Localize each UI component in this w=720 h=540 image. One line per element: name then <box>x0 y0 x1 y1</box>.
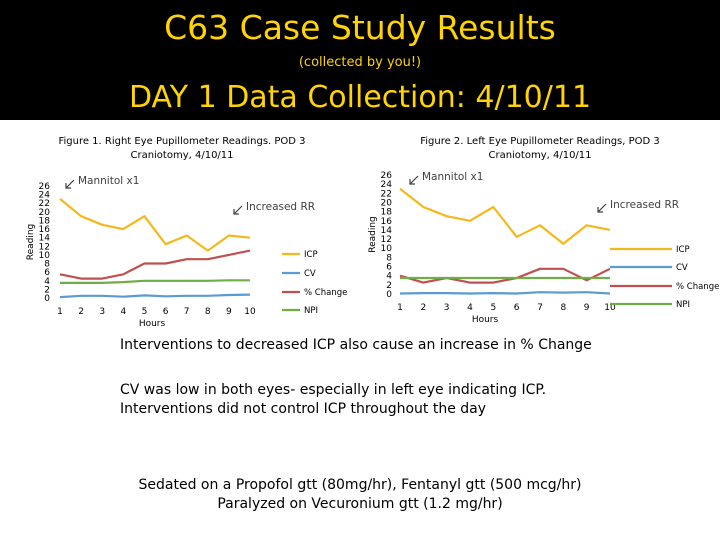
chart-2-xtick-1: 1 <box>397 303 403 313</box>
chart-2-xtick-7: 7 <box>537 303 543 313</box>
day-heading: DAY 1 Data Collection: 4/10/11 <box>128 80 592 115</box>
chart-2-ytick-2: 2 <box>386 281 392 291</box>
chart-2-ytick-22: 22 <box>381 189 392 199</box>
chart-1-xtick-7: 7 <box>184 307 190 317</box>
chart-1-ytick-8: 8 <box>44 260 50 270</box>
chart-2-xtick-4: 4 <box>467 303 473 313</box>
chart-1-annotation-2: Increased RR <box>246 201 315 213</box>
chart-1-ytick-4: 4 <box>44 277 50 287</box>
chart-1-xtick-9: 9 <box>226 307 232 317</box>
chart-2-title-line-2: Craniotomy, 4/10/11 <box>488 150 591 161</box>
chart-1-legend-cv: CV <box>304 269 316 279</box>
title-banner: C63 Case Study Results (collected by you… <box>0 0 720 120</box>
chart-1-annotation-arrow-1 <box>65 179 75 189</box>
chart-1-ytick-10: 10 <box>39 251 51 261</box>
paralysis-note: Paralyzed on Vecuronium gtt (1.2 mg/hr) <box>217 496 503 512</box>
chart-1-ytick-24: 24 <box>39 191 51 201</box>
chart-1-series-npi <box>60 279 250 284</box>
chart-2-annotation-arrow-2 <box>597 203 607 213</box>
chart-2-annotation-arrow-1 <box>409 175 419 185</box>
chart-2-xtick-8: 8 <box>560 303 566 313</box>
chart-1-xtick-10: 10 <box>244 307 256 317</box>
chart-1-ytick-16: 16 <box>39 225 51 235</box>
chart-1-ytick-18: 18 <box>39 216 51 226</box>
chart-2-ytick-4: 4 <box>386 272 392 282</box>
chart-1-ytick-20: 20 <box>39 208 51 218</box>
chart-2-xtick-5: 5 <box>490 303 496 313</box>
chart-1-ytick-6: 6 <box>44 268 50 278</box>
chart-1-xtick-4: 4 <box>120 307 126 317</box>
chart-2-xtick-3: 3 <box>444 303 450 313</box>
chart-1-xtick-5: 5 <box>142 307 148 317</box>
chart-2-ytick-16: 16 <box>381 217 393 227</box>
chart-2-ytick-26: 26 <box>381 171 393 181</box>
chart-2-legend-cv: CV <box>676 263 688 273</box>
chart-2-ytick-24: 24 <box>381 180 393 190</box>
finding-cv-low: CV was low in both eyes- especially in l… <box>120 382 547 398</box>
chart-1-annotation-1: Mannitol x1 <box>78 175 139 187</box>
chart-1-ytick-26: 26 <box>39 182 51 192</box>
chart-1-annotation-arrow-2 <box>233 205 243 215</box>
chart-2-annotation-arrowhead-2 <box>597 207 603 213</box>
chart-1-xtick-3: 3 <box>99 307 105 317</box>
chart-1-xlabel: Hours <box>139 319 166 329</box>
page-title: C63 Case Study Results <box>164 8 556 47</box>
chart-2-title-line-1: Figure 2. Left Eye Pupillometer Readings… <box>420 136 660 147</box>
chart-2-series-cv <box>399 291 611 295</box>
chart-2-ytick-8: 8 <box>386 253 392 263</box>
chart-2-xtick-2: 2 <box>420 303 426 313</box>
chart-1-title-line-1: Figure 1. Right Eye Pupillometer Reading… <box>58 136 305 147</box>
chart-2-annotation-2: Increased RR <box>610 199 679 211</box>
chart-2-legend-icp: ICP <box>676 245 690 255</box>
chart-2-xtick-6: 6 <box>514 303 520 313</box>
chart-1-ytick-2: 2 <box>44 285 50 295</box>
chart-2-ytick-6: 6 <box>386 263 392 273</box>
chart-2-annotation-1: Mannitol x1 <box>422 171 483 183</box>
chart-1-ytick-12: 12 <box>39 242 50 252</box>
chart-1-annotation-arrowhead-2 <box>233 209 239 215</box>
chart-1-series-cv <box>59 293 251 299</box>
chart-2-ylabel: Reading <box>368 216 378 253</box>
chart-1-legend-icp: ICP <box>304 250 318 260</box>
chart-1-series-percent-change <box>59 249 251 280</box>
chart-2-annotation-arrowhead-1 <box>409 179 415 185</box>
chart-1-series-icp <box>59 198 251 252</box>
chart-1-ytick-14: 14 <box>39 234 51 244</box>
chart-1-xtick-6: 6 <box>163 307 169 317</box>
chart-1-xtick-8: 8 <box>205 307 211 317</box>
chart-1-ytick-22: 22 <box>39 199 50 209</box>
chart-1-ytick-0: 0 <box>44 294 50 304</box>
chart-2-ytick-12: 12 <box>381 235 392 245</box>
chart-2-legend-percent-change: % Change <box>676 282 719 292</box>
page-subtitle: (collected by you!) <box>298 55 422 70</box>
charts-area: Figure 1. Right Eye Pupillometer Reading… <box>26 136 719 329</box>
chart-1-legend-npi: NPI <box>304 306 318 316</box>
chart-2-ytick-18: 18 <box>381 208 393 218</box>
chart-2-ytick-10: 10 <box>381 244 393 254</box>
chart-1-title-line-2: Craniotomy, 4/10/11 <box>130 150 233 161</box>
finding-interventions-percent-change: Interventions to decreased ICP also caus… <box>120 337 592 353</box>
chart-2-series-icp <box>399 187 611 245</box>
chart-2-xtick-9: 9 <box>584 303 590 313</box>
chart-2-legend-npi: NPI <box>676 300 690 310</box>
chart-1-ylabel: Reading <box>26 224 36 261</box>
chart-2-ytick-20: 20 <box>381 198 393 208</box>
chart-1-annotation-arrowhead-1 <box>65 183 71 189</box>
chart-1-xtick-1: 1 <box>57 307 63 317</box>
chart-2-ytick-0: 0 <box>386 290 392 300</box>
finding-icp-uncontrolled: Interventions did not control ICP throug… <box>120 401 487 417</box>
chart-2-series-percent-change <box>399 267 611 284</box>
chart-1-legend-percent-change: % Change <box>304 288 347 298</box>
chart-1-xtick-2: 2 <box>78 307 84 317</box>
chart-2-ytick-14: 14 <box>381 226 393 236</box>
chart-2-xtick-10: 10 <box>604 303 616 313</box>
sedation-note: Sedated on a Propofol gtt (80mg/hr), Fen… <box>138 477 582 493</box>
chart-2-xlabel: Hours <box>472 315 499 325</box>
